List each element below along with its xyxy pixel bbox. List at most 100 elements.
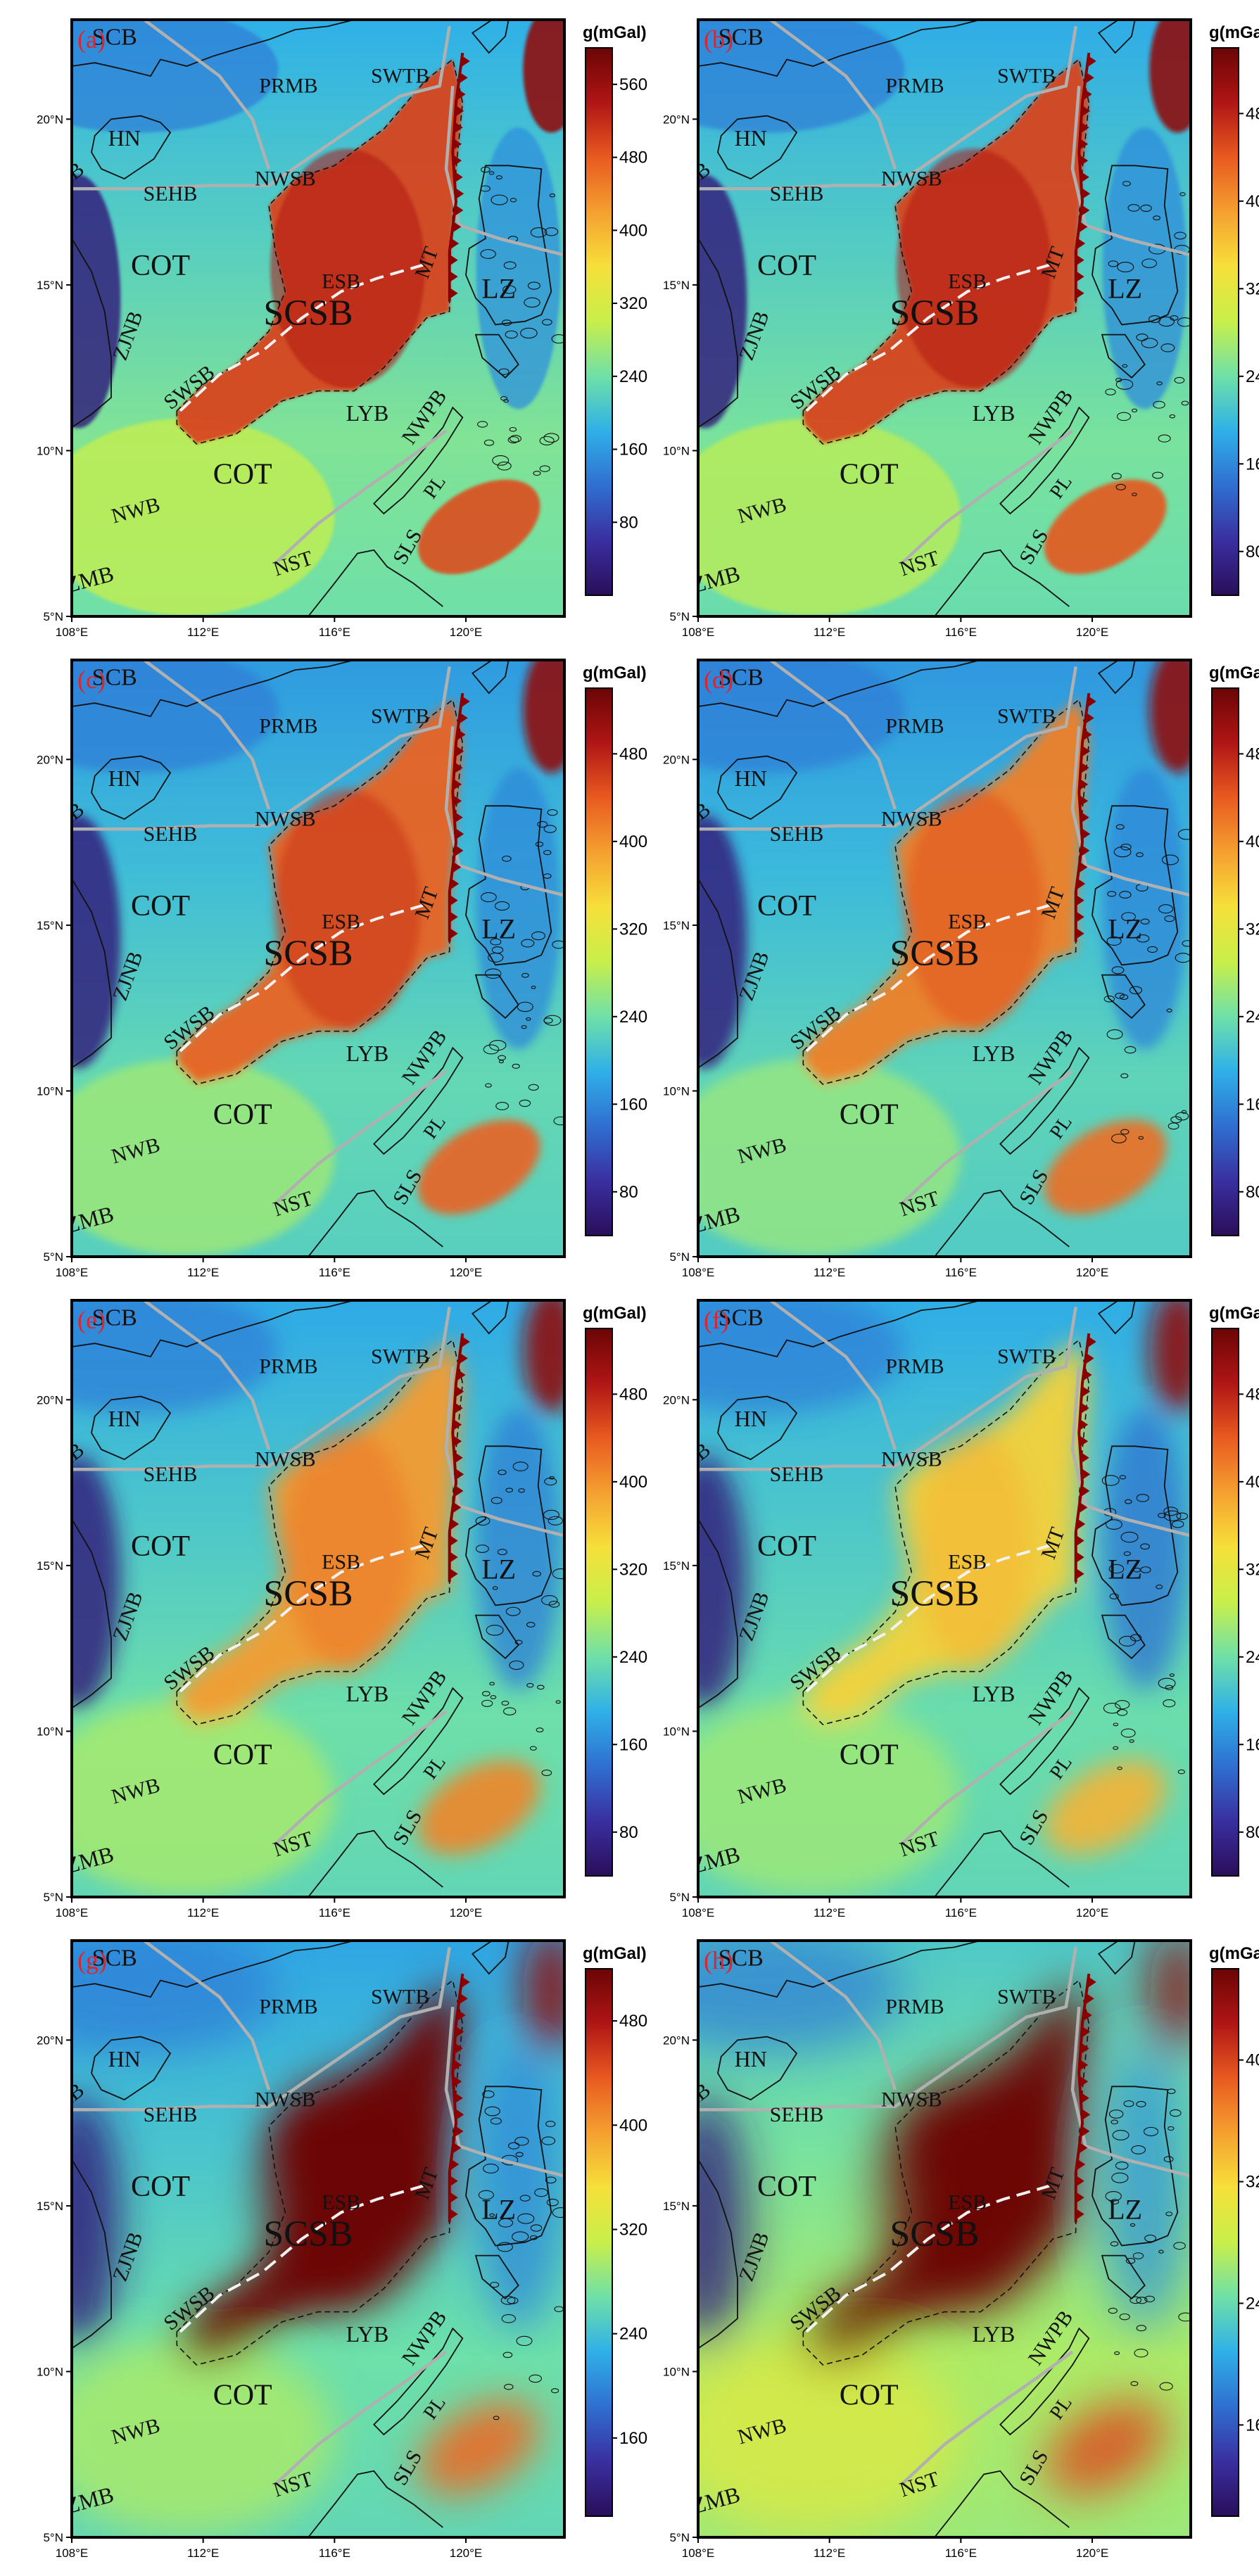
lat-tick-label: 20°N — [37, 2033, 63, 2047]
lat-tick-label: 15°N — [663, 1559, 690, 1573]
lon-tick-label: 112°E — [814, 1266, 845, 1279]
island-outline — [1129, 986, 1143, 995]
island-outline — [490, 2117, 502, 2125]
trench-tooth — [450, 878, 460, 889]
coastline — [72, 878, 112, 1069]
place-label: HN — [735, 125, 767, 151]
lat-tick-label: 10°N — [37, 444, 63, 457]
island-outline — [1112, 2129, 1130, 2140]
trench-tooth — [455, 2109, 464, 2121]
island-outline — [509, 435, 522, 443]
island-outline — [551, 2388, 559, 2394]
trench-tooth — [449, 254, 458, 266]
lat-tick-label: 15°N — [663, 919, 690, 932]
lon-tick-label: 116°E — [945, 1906, 977, 1920]
lat-tick-label: 15°N — [37, 1559, 63, 1573]
basin-boundary — [802, 1339, 1090, 1725]
island-outline — [1111, 2172, 1129, 2183]
lon-tick-label: 120°E — [450, 626, 483, 639]
island-outline — [1144, 2295, 1155, 2302]
plate-boundary — [444, 1366, 564, 1537]
lon-tick-label: 120°E — [450, 2546, 483, 2560]
trench-tooth — [1082, 2109, 1091, 2121]
colorbar-tick-label: 400 — [619, 832, 647, 851]
extinct-spreading-axis — [179, 1544, 424, 1693]
island-outline — [546, 2198, 559, 2207]
coastline — [698, 2159, 738, 2349]
island-outline — [481, 1699, 493, 1707]
island-outline — [1138, 1136, 1144, 1140]
place-label: SWTB — [371, 1345, 429, 1369]
island-outline — [1167, 2088, 1176, 2095]
place-label: COT — [757, 250, 816, 282]
colorbar-tick-label: 160 — [619, 440, 647, 459]
coastline — [1092, 805, 1179, 966]
plate-boundary — [143, 1300, 271, 1450]
trench-tooth — [1081, 204, 1090, 216]
place-label: NWSB — [881, 1448, 942, 1471]
place-label: SWTB — [371, 1986, 429, 2009]
island-outline — [1171, 1520, 1184, 1528]
island-outline — [503, 1707, 517, 1715]
lon-tick-label: 108°E — [682, 2546, 715, 2560]
island-outline — [1153, 400, 1165, 409]
coastline — [717, 2036, 798, 2101]
island-outline — [1170, 2109, 1182, 2117]
island-outline — [484, 2106, 500, 2117]
trench-tooth — [1080, 795, 1089, 807]
trench-tooth — [1077, 238, 1086, 249]
coastline — [1097, 660, 1136, 694]
island-outline — [1123, 2100, 1134, 2107]
trench-tooth — [1080, 778, 1089, 790]
island-outline — [1140, 918, 1150, 925]
place-label: SCB — [719, 1305, 764, 1331]
place-label: SCSB — [890, 2214, 979, 2254]
island-outline — [552, 1568, 564, 1580]
colorbar-tick-label: 320 — [1246, 2173, 1259, 2192]
island-outline — [1121, 912, 1137, 922]
coastline — [698, 20, 994, 77]
island-outline — [544, 227, 559, 236]
colorbar-unit: g(mGal) — [1209, 1944, 1259, 1963]
place-label: SCSB — [263, 293, 353, 333]
trench-tooth — [449, 911, 458, 923]
place-label: SCSB — [263, 1573, 353, 1613]
extinct-spreading-axis — [805, 903, 1050, 1053]
island-outline — [533, 471, 541, 476]
lon-tick-label: 116°E — [945, 626, 977, 639]
lon-tick-label: 108°E — [56, 1266, 89, 1279]
plate-boundary — [1070, 2007, 1191, 2178]
place-label: HN — [735, 766, 767, 791]
trench-tooth — [1082, 745, 1091, 757]
lon-tick-label: 120°E — [1076, 2546, 1109, 2560]
trench-tooth — [453, 221, 462, 233]
island-outline — [483, 2163, 499, 2174]
island-outline — [531, 985, 536, 989]
plate-boundary — [769, 1941, 897, 2090]
trench-tooth — [1077, 1518, 1086, 1530]
island-outline — [1115, 1700, 1130, 1710]
colorbar-tick-label: 400 — [1246, 1473, 1259, 1492]
map-frame — [70, 18, 566, 618]
trench-tooth — [457, 1369, 466, 1381]
island-outline — [1177, 1769, 1185, 1775]
island-outline — [490, 2281, 500, 2288]
coastline — [91, 115, 172, 180]
trench-tooth — [1080, 122, 1089, 134]
island-outline — [1113, 846, 1132, 858]
map-frame — [697, 659, 1192, 1258]
trench-tooth — [459, 1993, 468, 2005]
island-outline — [1136, 934, 1150, 943]
island-outline — [1120, 1129, 1130, 1135]
colorbar-tick-label: 80 — [619, 513, 638, 532]
place-label: COT — [213, 2380, 272, 2412]
island-outline — [502, 285, 517, 294]
trench-tooth — [459, 72, 468, 84]
lat-tick-label: 5°N — [43, 1891, 63, 1904]
place-label: SCSB — [263, 2214, 353, 2254]
place-label: PRMB — [885, 75, 944, 98]
island-outline — [548, 1516, 563, 1525]
colorbar-tick-label: 400 — [1246, 832, 1259, 851]
place-label: SCB — [92, 24, 137, 50]
